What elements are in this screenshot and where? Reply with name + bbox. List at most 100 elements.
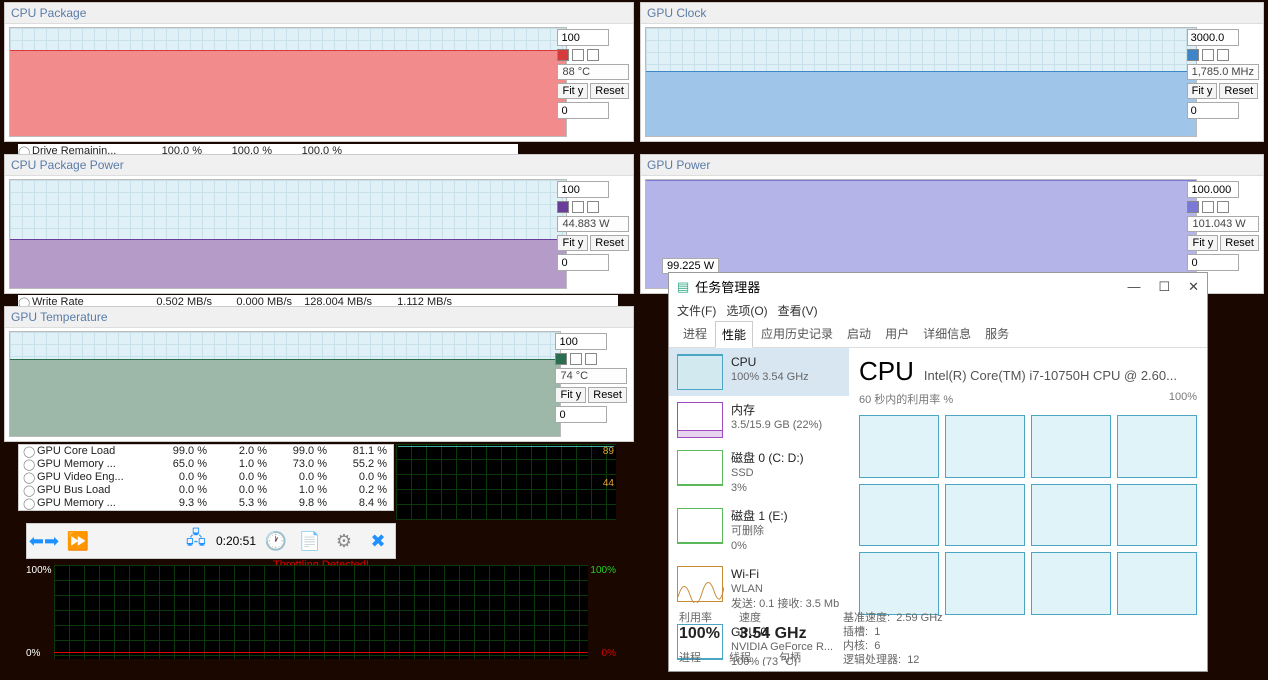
series-swatch[interactable] — [1187, 49, 1199, 61]
series-swatch[interactable] — [1217, 201, 1229, 213]
core-cell — [1031, 552, 1111, 615]
ymax-input[interactable] — [1187, 29, 1239, 46]
chart-fill — [646, 71, 1196, 136]
ymax-input[interactable] — [557, 29, 609, 46]
toolbar: ⬅➡ ⏩ 🖧 0:20:51 🕐 📄 ⚙ ✖ — [26, 523, 396, 559]
close-icon[interactable]: ✖ — [364, 527, 392, 555]
tab[interactable]: 用户 — [879, 321, 915, 347]
mini-graph-label: 89 — [603, 446, 614, 457]
tab-bar: 进程性能应用历史记录启动用户详细信息服务 — [669, 321, 1207, 348]
panel-cpu-package-power: CPU Package Power 44.883 W Fit yReset — [4, 154, 634, 294]
series-swatch[interactable] — [1217, 49, 1229, 61]
tab[interactable]: 性能 — [715, 321, 753, 348]
ymax-input[interactable] — [1187, 181, 1239, 198]
ymin-input[interactable] — [557, 254, 609, 271]
series-swatch[interactable] — [557, 201, 569, 213]
sidebar-item[interactable]: 磁盘 1 (E:)可删除0% — [669, 502, 849, 560]
ymax-input[interactable] — [555, 333, 607, 350]
reset-button[interactable]: Reset — [590, 235, 629, 251]
core-grid — [859, 415, 1197, 615]
core-cell — [945, 552, 1025, 615]
menu-file[interactable]: 文件(F) — [677, 302, 716, 319]
panel-title: GPU Power — [641, 155, 1263, 176]
maximize-icon[interactable]: ☐ — [1158, 279, 1170, 295]
series-swatch[interactable] — [587, 49, 599, 61]
ymin-input[interactable] — [1187, 102, 1239, 119]
sidebar-item[interactable]: CPU100% 3.54 GHz — [669, 348, 849, 396]
minimize-icon[interactable]: — — [1127, 279, 1140, 295]
value-label: 74 °C — [555, 368, 627, 384]
nav-fwd-icon[interactable]: ⏩ — [64, 527, 92, 555]
sidebar-mini-graph — [677, 508, 723, 544]
series-swatch[interactable] — [1202, 201, 1214, 213]
series-swatch[interactable] — [585, 353, 597, 365]
value-label: 1,785.0 MHz — [1187, 64, 1259, 80]
ymin-input[interactable] — [1187, 254, 1239, 271]
core-cell — [859, 415, 939, 478]
fity-button[interactable]: Fit y — [1187, 83, 1218, 99]
menubar: 文件(F) 选项(O) 查看(V) — [669, 300, 1207, 321]
fity-button[interactable]: Fit y — [557, 83, 588, 99]
core-cell — [1117, 484, 1197, 547]
panel-title: CPU Package — [5, 3, 633, 24]
series-swatch[interactable] — [555, 353, 567, 365]
chart-cpu-package — [9, 27, 567, 137]
reset-button[interactable]: Reset — [590, 83, 629, 99]
doc-icon[interactable]: 📄 — [296, 527, 324, 555]
series-swatch[interactable] — [572, 49, 584, 61]
fity-button[interactable]: Fit y — [557, 235, 588, 251]
sidebar-item[interactable]: 内存3.5/15.9 GB (22%) — [669, 396, 849, 444]
sidebar-mini-graph — [677, 450, 723, 486]
tab[interactable]: 进程 — [677, 321, 713, 347]
series-swatch[interactable] — [1202, 49, 1214, 61]
core-cell — [1031, 484, 1111, 547]
panel-title: GPU Clock — [641, 3, 1263, 24]
chart-fill — [10, 239, 566, 288]
network-icon[interactable]: 🖧 — [182, 527, 210, 555]
reset-button[interactable]: Reset — [1220, 235, 1259, 251]
ymin-input[interactable] — [557, 102, 609, 119]
throttle-graph — [54, 565, 588, 659]
chart-fill — [10, 50, 566, 136]
tab[interactable]: 服务 — [979, 321, 1015, 347]
sensor-row: ◯GPU Core Load99.0 %2.0 %99.0 %81.1 % — [19, 445, 393, 458]
series-swatch[interactable] — [572, 201, 584, 213]
chart-fill — [10, 359, 560, 436]
chart-gpu-clock — [645, 27, 1197, 137]
ymin-input[interactable] — [555, 406, 607, 423]
sidebar-mini-graph — [677, 354, 723, 390]
series-swatch[interactable] — [587, 201, 599, 213]
fity-button[interactable]: Fit y — [555, 387, 586, 403]
panel-controls: 74 °C Fit yReset — [555, 333, 627, 423]
clock-icon[interactable]: 🕐 — [262, 527, 290, 555]
series-swatch[interactable] — [1187, 201, 1199, 213]
fity-button[interactable]: Fit y — [1187, 235, 1218, 251]
reset-button[interactable]: Reset — [588, 387, 627, 403]
value-label: 88 °C — [557, 64, 629, 80]
titlebar[interactable]: ▤ 任务管理器 — ☐ ✕ — [669, 273, 1207, 300]
tab[interactable]: 启动 — [841, 321, 877, 347]
core-cell — [1117, 415, 1197, 478]
value-label: 44.883 W — [557, 216, 629, 232]
tab[interactable]: 应用历史记录 — [755, 321, 839, 347]
series-swatch[interactable] — [557, 49, 569, 61]
tab[interactable]: 详细信息 — [917, 321, 977, 347]
main-title: CPU — [859, 356, 914, 387]
panel-controls: 1,785.0 MHz Fit yReset — [1187, 29, 1259, 119]
menu-view[interactable]: 查看(V) — [778, 302, 818, 319]
main-pane: CPU Intel(R) Core(TM) i7-10750H CPU @ 2.… — [849, 348, 1207, 666]
window-title: 任务管理器 — [695, 277, 760, 296]
series-swatch[interactable] — [570, 353, 582, 365]
axis-label: 100% — [26, 565, 52, 576]
close-icon[interactable]: ✕ — [1188, 279, 1199, 295]
sidebar-item[interactable]: 磁盘 0 (C: D:)SSD3% — [669, 444, 849, 502]
gear-icon[interactable]: ⚙ — [330, 527, 358, 555]
throttle-panel: Throttling Detected! 100% 0% 100% 0% — [26, 559, 616, 659]
menu-options[interactable]: 选项(O) — [726, 302, 767, 319]
nav-back-icon[interactable]: ⬅➡ — [30, 527, 58, 555]
reset-button[interactable]: Reset — [1219, 83, 1258, 99]
panel-controls: 44.883 W Fit yReset — [557, 181, 629, 271]
chart-gpu-temperature — [9, 331, 561, 437]
timer-label: 0:20:51 — [216, 534, 256, 548]
ymax-input[interactable] — [557, 181, 609, 198]
